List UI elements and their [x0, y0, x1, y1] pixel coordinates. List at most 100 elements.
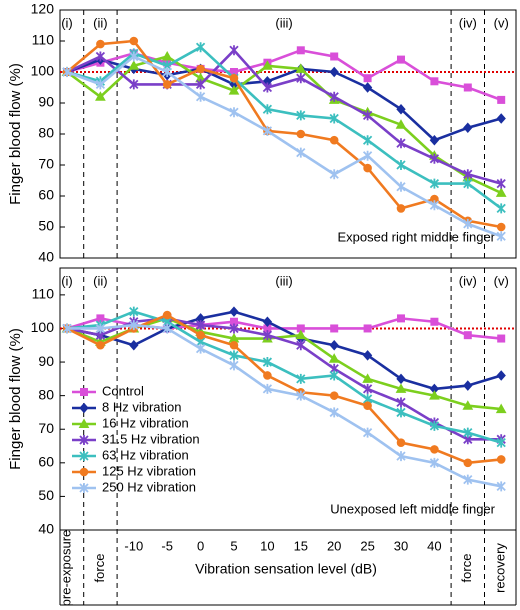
series-line — [66, 310, 502, 391]
legend-marker — [79, 483, 89, 493]
marker — [429, 457, 440, 468]
legend-label: 16 Hz vibration — [102, 415, 189, 430]
x-tick-label: 5 — [230, 538, 237, 553]
marker — [329, 91, 339, 102]
x-tick-label: 25 — [360, 538, 374, 553]
legend-label: 250 Hz vibration — [102, 479, 196, 494]
marker — [463, 178, 473, 189]
marker — [96, 340, 105, 350]
marker — [463, 169, 473, 180]
marker — [296, 129, 306, 139]
region-label: (ii) — [93, 15, 107, 30]
marker — [129, 79, 139, 90]
x-tick-label: 40 — [427, 538, 441, 553]
y-tick-label: 50 — [38, 487, 54, 503]
marker — [430, 77, 439, 86]
marker — [430, 317, 439, 326]
marker — [463, 380, 473, 391]
y-tick-label: 110 — [32, 286, 55, 302]
y-tick-label: 120 — [31, 1, 55, 17]
y-tick-label: 40 — [38, 521, 54, 537]
marker — [229, 306, 239, 317]
y-tick-label: 80 — [38, 125, 54, 141]
legend-marker — [80, 388, 88, 396]
series — [62, 320, 506, 492]
marker — [195, 42, 206, 53]
marker — [429, 153, 440, 164]
series-line — [67, 323, 502, 488]
marker — [262, 357, 273, 368]
region-label: (iii) — [275, 273, 292, 288]
marker — [396, 397, 406, 408]
x-tick-label: 10 — [260, 538, 274, 553]
marker — [229, 45, 239, 56]
region-label: (ii) — [93, 273, 107, 288]
marker — [329, 135, 339, 145]
marker — [329, 113, 339, 124]
region-label: (i) — [61, 273, 73, 288]
marker — [296, 46, 305, 55]
x-tick-label: force — [92, 554, 107, 583]
marker — [95, 323, 106, 334]
marker — [262, 60, 273, 70]
series-line — [66, 54, 502, 238]
legend-marker — [79, 467, 89, 477]
marker — [396, 181, 406, 192]
marker — [497, 334, 506, 343]
marker — [330, 52, 339, 61]
panel-caption: Unexposed left middle finger — [330, 501, 495, 516]
marker — [95, 91, 106, 101]
marker — [263, 371, 272, 380]
marker — [396, 160, 406, 170]
series-line — [66, 48, 502, 185]
marker — [429, 178, 440, 189]
marker — [129, 340, 139, 351]
marker — [162, 310, 172, 320]
x-axis-label: Vibration sensation level (dB) — [195, 561, 377, 577]
marker — [295, 63, 307, 73]
marker — [95, 79, 106, 90]
marker — [195, 320, 206, 331]
marker — [429, 200, 440, 211]
y-tick-label: 60 — [38, 454, 54, 470]
marker — [397, 55, 405, 64]
marker — [262, 82, 273, 93]
marker — [262, 316, 273, 327]
marker — [396, 373, 406, 385]
y-tick-label: 90 — [38, 353, 54, 369]
series-line — [66, 39, 502, 229]
marker — [463, 427, 473, 438]
marker — [329, 370, 339, 381]
marker — [496, 437, 506, 448]
marker — [362, 150, 373, 161]
plot-frame — [59, 267, 517, 531]
marker — [329, 169, 339, 180]
series-line — [66, 55, 502, 195]
marker — [463, 458, 473, 468]
marker — [162, 80, 172, 89]
y-tick-label: 50 — [38, 218, 54, 234]
marker — [262, 104, 273, 115]
x-tick-label: 20 — [327, 538, 341, 553]
x-tick-label: 30 — [394, 538, 408, 553]
marker — [296, 147, 306, 158]
y-tick-label: 70 — [38, 420, 54, 436]
marker — [129, 320, 139, 331]
region-label: (v) — [494, 273, 509, 288]
marker — [396, 451, 406, 462]
marker — [296, 110, 306, 121]
y-axis-label: Finger blood flow (%) — [7, 328, 24, 470]
marker — [495, 187, 507, 197]
marker — [396, 138, 406, 149]
marker — [228, 85, 240, 95]
marker — [430, 445, 439, 454]
series — [61, 50, 507, 197]
legend-label: 8 Hz vibration — [102, 399, 181, 414]
marker — [496, 370, 506, 381]
y-tick-label: 80 — [38, 386, 54, 402]
marker — [62, 323, 72, 334]
marker — [396, 438, 406, 447]
marker — [396, 407, 406, 418]
marker — [196, 64, 205, 74]
legend-marker — [79, 402, 89, 414]
